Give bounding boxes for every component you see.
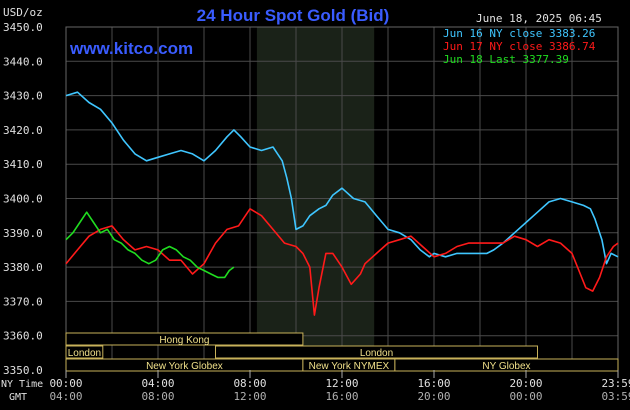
legend-jun16: Jun 16 NY close 3383.26	[443, 27, 595, 40]
y-tick-label: 3350.0	[3, 364, 43, 377]
session-bar	[65, 332, 304, 346]
session-label: NY Globex	[482, 361, 530, 372]
session-bars: Hong Kong London London New York Globex New …	[65, 332, 619, 372]
y-tick-label: 3420.0	[3, 124, 43, 137]
y-tick-label: 3430.0	[3, 90, 43, 103]
session-bar	[215, 345, 538, 359]
series-line-1	[65, 208, 619, 316]
session-bar	[394, 358, 619, 372]
x-tick-gmt-label: 20:00	[417, 390, 450, 403]
y-tick-label: 3400.0	[3, 193, 43, 206]
y-tick-label: 3370.0	[3, 295, 43, 308]
series-line-2	[65, 211, 235, 279]
x-tick-ny-label: 04:00	[141, 377, 174, 390]
units-label: USD/oz	[3, 6, 43, 19]
session-bar	[65, 345, 104, 359]
session-label: London	[68, 348, 101, 359]
chart-title: 24 Hour Spot Gold (Bid)	[197, 6, 390, 25]
session-label: New York Globex	[146, 361, 223, 372]
date-label: June 18, 2025 06:45	[476, 12, 602, 25]
x-tick-ny-label: 20:00	[509, 377, 542, 390]
legend-jun18: Jun 18 Last 3377.39	[443, 53, 569, 66]
legend-jun17: Jun 17 NY close 3386.74	[443, 40, 596, 53]
y-tick-label: 3440.0	[3, 55, 43, 68]
session-label: London	[360, 348, 393, 359]
gmt-row-label: GMT	[9, 392, 27, 403]
tick-labels: 3450.0 3440.0 3430.0 3420.0 3410.0 3400.0 3390…	[3, 21, 630, 403]
x-tick-gmt-label: 03:59	[601, 390, 630, 403]
x-tick-ny-label: 08:00	[233, 377, 266, 390]
x-tick-gmt-label: 16:00	[325, 390, 358, 403]
x-tick-gmt-label: 08:00	[141, 390, 174, 403]
ny-time-row-label: NY Time	[1, 379, 43, 390]
y-tick-label: 3410.0	[3, 158, 43, 171]
session-label: New York NYMEX	[309, 361, 390, 372]
x-tick-gmt-label: 12:00	[233, 390, 266, 403]
y-tick-label: 3450.0	[3, 21, 43, 34]
legend: Jun 16 NY close 3383.26 Jun 17 NY close …	[443, 27, 596, 66]
y-tick-label: 3390.0	[3, 227, 43, 240]
x-tick-ny-label: 23:59	[601, 377, 630, 390]
x-tick-ny-label: 00:00	[49, 377, 82, 390]
x-tick-ny-label: 16:00	[417, 377, 450, 390]
x-tick-ny-label: 12:00	[325, 377, 358, 390]
series-layer	[65, 91, 619, 316]
series-line-0	[65, 91, 619, 265]
website-label[interactable]: www.kitco.com	[69, 39, 193, 58]
y-tick-label: 3360.0	[3, 330, 43, 343]
x-tick-gmt-label: 00:00	[509, 390, 542, 403]
y-tick-label: 3380.0	[3, 261, 43, 274]
x-tick-gmt-label: 04:00	[49, 390, 82, 403]
session-label: Hong Kong	[159, 335, 209, 346]
